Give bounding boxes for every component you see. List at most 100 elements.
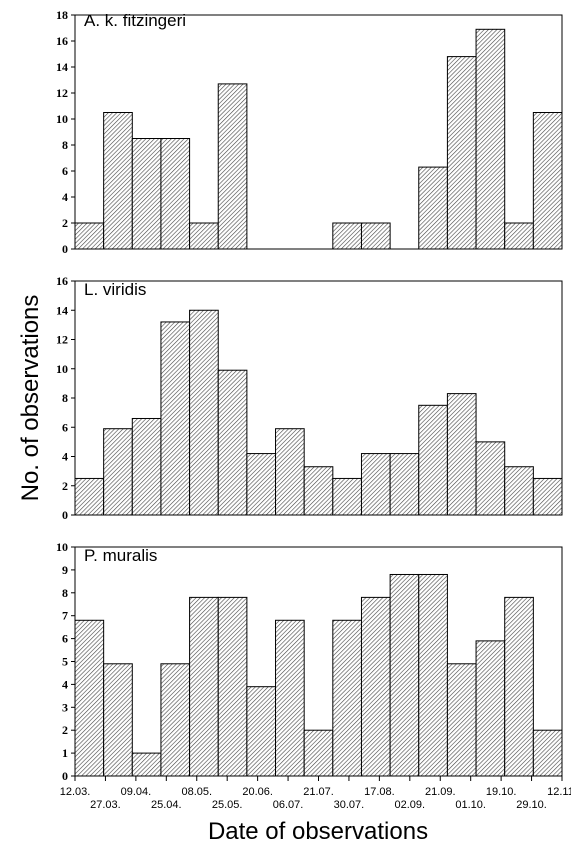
- y-tick-label: 16: [56, 34, 68, 48]
- y-tick-label: 1: [62, 746, 68, 760]
- bar: [131, 417, 162, 516]
- bar: [189, 309, 219, 516]
- panel-title: A. k. fitzingeri: [84, 11, 186, 30]
- y-tick-label: 4: [62, 677, 68, 691]
- bar: [532, 729, 563, 777]
- bar: [360, 596, 391, 777]
- bar: [189, 222, 219, 250]
- bar: [475, 441, 506, 516]
- y-tick-label: 7: [62, 609, 68, 623]
- bar: [131, 138, 162, 250]
- y-tick-label: 4: [62, 190, 68, 204]
- bar: [332, 619, 362, 777]
- y-tick-label: 6: [62, 420, 68, 434]
- y-tick-label: 2: [62, 479, 68, 493]
- x-axis-label: Date of observations: [208, 818, 428, 845]
- bar: [74, 477, 105, 516]
- y-tick-label: 10: [56, 540, 68, 554]
- y-tick-label: 5: [62, 655, 68, 669]
- bar: [446, 393, 477, 516]
- bar: [303, 729, 334, 777]
- bar: [389, 573, 420, 777]
- x-date-label-bottom: 02.09.: [395, 799, 426, 811]
- x-date-label-top: 21.07.: [303, 786, 334, 798]
- x-date-label-bottom: 25.05.: [212, 799, 243, 811]
- bar: [103, 663, 133, 777]
- y-tick-label: 10: [56, 362, 68, 376]
- bar: [332, 477, 362, 516]
- x-date-label-bottom: 29.10.: [516, 799, 547, 811]
- bar: [532, 477, 563, 516]
- x-date-label-bottom: 25.04.: [151, 799, 182, 811]
- bar: [418, 573, 448, 777]
- y-tick-label: 0: [62, 242, 68, 256]
- y-tick-label: 12: [56, 333, 68, 347]
- y-tick-label: 14: [56, 60, 68, 74]
- y-tick-label: 2: [62, 216, 68, 230]
- y-tick-label: 6: [62, 164, 68, 178]
- y-tick-label: 18: [56, 8, 68, 22]
- y-tick-label: 3: [62, 700, 68, 714]
- bar: [189, 596, 219, 777]
- y-tick-label: 8: [62, 586, 68, 600]
- x-date-label-top: 08.05.: [181, 786, 212, 798]
- y-tick-label: 14: [56, 303, 68, 317]
- bar: [275, 428, 305, 516]
- bar: [532, 112, 563, 250]
- panel-viridis: L. viridis 0 2 4 6 8 10 12 14 16: [56, 274, 563, 522]
- bar: [74, 619, 105, 777]
- y-tick-label: 16: [56, 274, 68, 288]
- bar: [160, 138, 191, 250]
- y-tick-label: 9: [62, 563, 68, 577]
- bar: [160, 321, 191, 516]
- bar: [418, 166, 448, 250]
- panel-muralis: P. muralis 0 1 2 3 4 5 6 7 8 9 10: [56, 540, 563, 783]
- panel-fitzingeri: A. k. fitzingeri 0 2 4 6 8 10 12 14 16 18: [56, 8, 563, 256]
- bar: [131, 752, 162, 777]
- y-tick-label: 10: [56, 112, 68, 126]
- x-date-label-bottom: 06.07.: [273, 799, 304, 811]
- bar: [303, 466, 334, 516]
- bar: [246, 686, 277, 777]
- y-axis-label: No. of observations: [17, 295, 44, 502]
- x-date-label-top: 12.11.: [547, 786, 571, 798]
- y-tick-label: 6: [62, 632, 68, 646]
- bar: [217, 596, 248, 777]
- bar: [475, 28, 506, 250]
- y-tick-label: 0: [62, 769, 68, 783]
- panel-title: P. muralis: [84, 546, 157, 565]
- bar: [475, 640, 506, 777]
- bar: [103, 112, 133, 250]
- x-date-label-top: 09.04.: [121, 786, 152, 798]
- x-date-label-top: 21.09.: [425, 786, 456, 798]
- bar: [360, 453, 391, 516]
- bar: [504, 222, 534, 250]
- x-date-label-top: 19.10.: [486, 786, 517, 798]
- x-date-label-top: 20.06.: [242, 786, 273, 798]
- bar: [389, 453, 420, 516]
- x-date-label-top: 17.08.: [364, 786, 395, 798]
- bar: [504, 596, 534, 777]
- bar: [275, 619, 305, 777]
- bar: [332, 222, 362, 250]
- y-tick-label: 12: [56, 86, 68, 100]
- bar: [504, 466, 534, 516]
- x-date-label-bottom: 01.10.: [455, 799, 486, 811]
- bar: [446, 663, 477, 777]
- y-tick-label: 8: [62, 138, 68, 152]
- y-tick-label: 2: [62, 723, 68, 737]
- bar: [360, 222, 391, 250]
- bar: [217, 83, 248, 250]
- bar: [160, 663, 191, 777]
- x-date-labels: 12.03. 09.04. 08.05. 20.06. 21.07. 17.08. 21.0…: [60, 776, 571, 811]
- y-tick-label: 0: [62, 508, 68, 522]
- y-tick-label: 8: [62, 391, 68, 405]
- bar: [217, 369, 248, 516]
- plot-frame: [74, 14, 563, 250]
- y-tick-label: 4: [62, 450, 68, 464]
- bar: [446, 56, 477, 250]
- bar: [418, 404, 448, 516]
- bar: [246, 453, 277, 516]
- x-date-label-top: 12.03.: [60, 786, 91, 798]
